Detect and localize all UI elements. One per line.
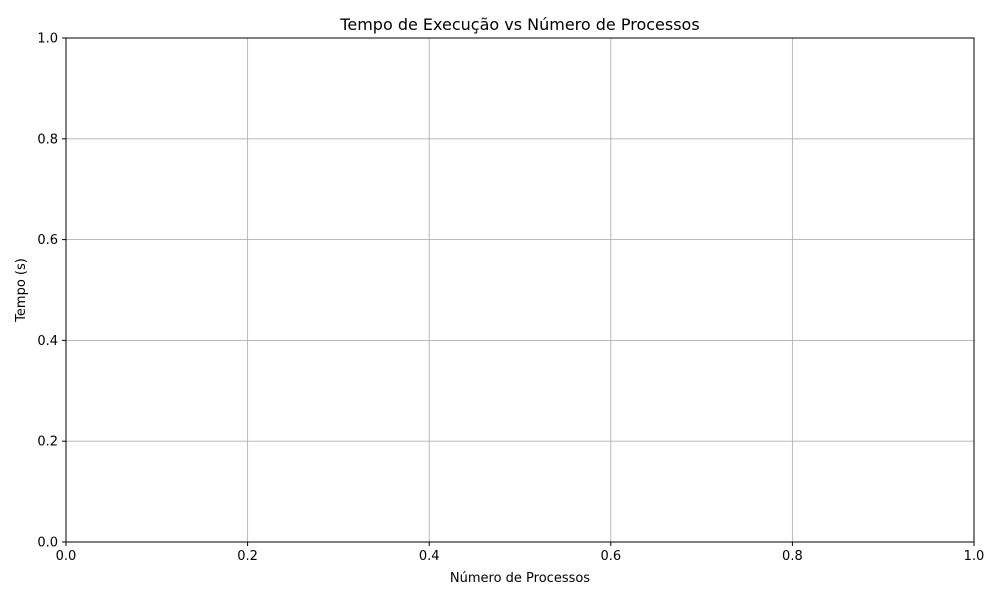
y-tick-label: 0.2 (37, 435, 58, 450)
y-axis-ticks: 0.0 0.2 0.4 0.6 0.8 1.0 (37, 32, 66, 551)
plot-area-frame (65, 37, 975, 543)
y-tick-label: 0.6 (37, 233, 58, 248)
x-tick-label: 0.6 (600, 549, 621, 564)
x-axis-label: Número de Processos (450, 571, 590, 586)
y-axis-label: Tempo (s) (14, 258, 29, 323)
y-tick-label: 1.0 (37, 32, 58, 47)
x-tick-label: 0.4 (419, 549, 440, 564)
x-tick-label: 0.2 (237, 549, 258, 564)
y-tick-label: 0.8 (37, 132, 58, 147)
x-tick-label: 1.0 (964, 549, 985, 564)
x-axis-ticks: 0.0 0.2 0.4 0.6 0.8 1.0 (56, 542, 985, 564)
x-tick-label: 0.8 (782, 549, 803, 564)
chart-title: Tempo de Execução vs Número de Processos (339, 15, 699, 34)
x-tick-label: 0.0 (56, 549, 77, 564)
y-tick-label: 0.0 (37, 536, 58, 551)
y-tick-label: 0.4 (37, 334, 58, 349)
